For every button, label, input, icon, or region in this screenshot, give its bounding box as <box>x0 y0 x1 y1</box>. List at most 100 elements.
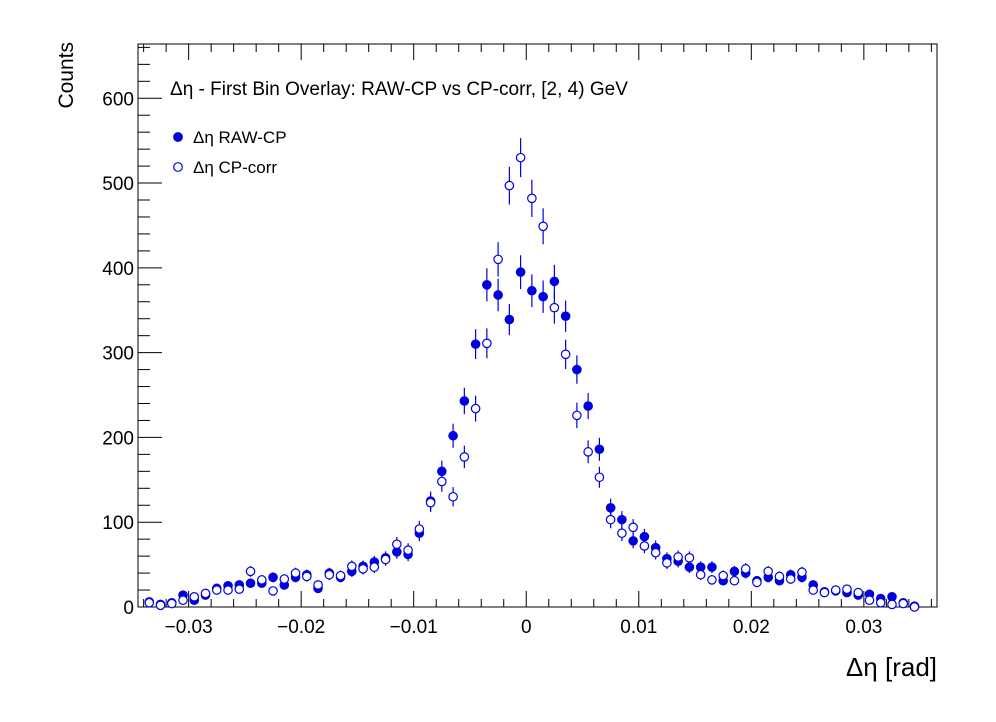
data-point <box>560 349 571 360</box>
data-point <box>335 570 346 581</box>
data-point <box>662 558 672 568</box>
data-point <box>774 571 785 582</box>
data-point <box>875 597 886 608</box>
data-point <box>302 571 312 582</box>
legend-label-cp-corr: Δη CP-corr <box>193 158 277 177</box>
series-raw-cp <box>144 255 920 611</box>
data-point <box>504 314 515 325</box>
data-point <box>166 598 177 609</box>
legend-label-raw-cp: Δη RAW-CP <box>193 128 287 147</box>
y-tick-label: 300 <box>102 344 134 365</box>
data-point <box>752 577 762 588</box>
data-point <box>178 595 188 606</box>
data-point <box>572 410 582 421</box>
data-point <box>144 597 155 608</box>
data-point <box>245 566 256 577</box>
data-point <box>842 584 852 594</box>
data-point <box>740 564 751 574</box>
data-point <box>605 502 616 513</box>
data-point <box>729 566 740 577</box>
data-point <box>380 554 391 565</box>
data-point <box>155 600 166 611</box>
data-point <box>628 522 638 533</box>
data-point <box>268 572 278 583</box>
data-point <box>515 152 526 163</box>
y-tick-label: 400 <box>102 259 134 280</box>
data-point <box>313 580 323 590</box>
data-point <box>279 574 290 584</box>
legend-marker-raw-cp <box>173 132 183 142</box>
data-point <box>628 536 638 546</box>
data-point <box>425 497 436 508</box>
data-point <box>763 566 773 577</box>
data-point <box>864 595 875 606</box>
data-point <box>527 193 537 204</box>
data-point <box>639 541 650 551</box>
x-tick-label: −0.01 <box>390 617 438 638</box>
data-point <box>707 575 717 585</box>
data-point <box>245 578 256 589</box>
data-point <box>797 567 807 578</box>
data-marks <box>144 138 920 612</box>
data-point <box>493 254 503 265</box>
data-point <box>617 528 627 539</box>
data-point <box>707 562 717 572</box>
y-axis-ticks: 0 100 200 300 400 500 600 <box>102 46 162 619</box>
data-point <box>211 585 222 595</box>
y-tick-label: 100 <box>102 513 134 534</box>
x-tick-label: 0.01 <box>620 617 657 638</box>
data-point <box>830 585 841 595</box>
data-point <box>594 472 605 483</box>
data-point <box>650 547 661 558</box>
x-axis-ticks: −0.03 −0.02 −0.01 0 0.01 0.02 0.03 <box>143 44 932 638</box>
data-point <box>718 570 728 581</box>
data-point <box>808 585 819 595</box>
y-tick-label: 500 <box>102 174 134 195</box>
data-point <box>403 545 413 555</box>
x-tick-label: −0.03 <box>165 617 213 638</box>
data-point <box>853 587 864 598</box>
data-point <box>448 491 458 502</box>
data-point <box>684 553 695 563</box>
data-point <box>234 584 245 594</box>
x-tick-label: 0.03 <box>845 617 882 638</box>
data-point <box>347 561 357 572</box>
data-point <box>549 302 560 313</box>
data-point <box>268 586 278 596</box>
data-point <box>605 514 616 525</box>
y-tick-label: 0 <box>123 598 134 619</box>
data-point <box>819 587 830 598</box>
x-tick-label: 0.02 <box>733 617 770 638</box>
data-point <box>504 180 515 191</box>
data-point <box>572 364 582 375</box>
x-tick-label: −0.02 <box>277 617 325 638</box>
data-point <box>560 311 571 321</box>
data-point <box>729 575 740 586</box>
data-point <box>785 574 796 584</box>
data-point <box>515 267 526 277</box>
data-point <box>189 592 200 602</box>
data-point <box>392 539 402 550</box>
data-point <box>909 602 920 612</box>
data-point <box>437 476 447 487</box>
data-point <box>538 221 548 232</box>
chart-title: Δη - First Bin Overlay: RAW-CP vs CP-cor… <box>170 79 628 100</box>
data-point <box>594 444 605 455</box>
data-point <box>695 569 706 580</box>
data-point <box>369 562 380 572</box>
y-tick-label: 600 <box>102 89 134 110</box>
x-axis-title: Δη [rad] <box>846 652 937 682</box>
data-point <box>459 396 470 406</box>
data-point <box>673 552 683 562</box>
data-point <box>482 280 492 290</box>
data-point <box>414 524 425 534</box>
data-point <box>887 599 897 610</box>
data-point <box>200 588 211 599</box>
data-point <box>290 568 301 578</box>
data-point <box>583 447 593 457</box>
data-point <box>482 338 492 349</box>
data-point <box>617 514 627 525</box>
data-point <box>358 564 368 574</box>
plot-frame <box>137 43 938 608</box>
